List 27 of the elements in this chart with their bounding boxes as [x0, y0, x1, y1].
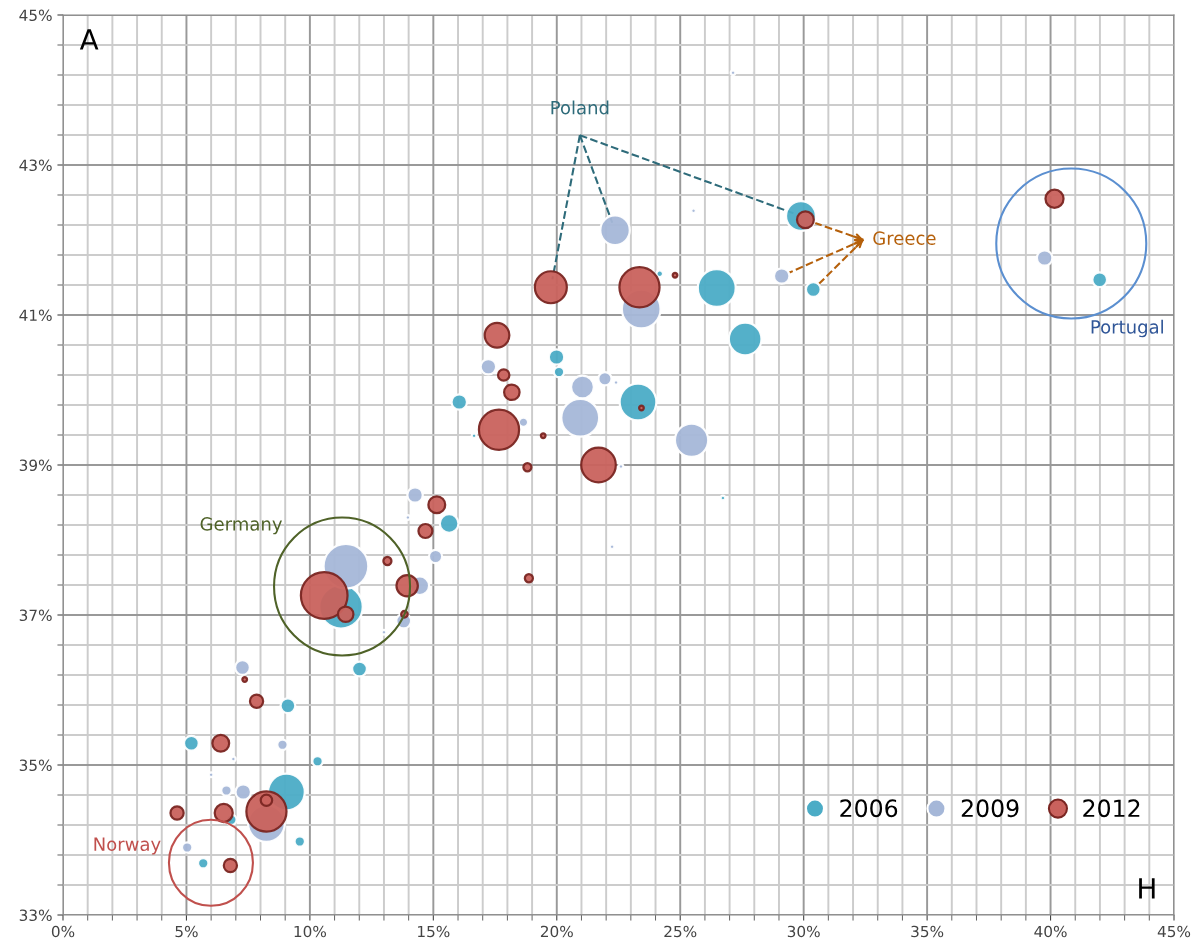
legend-label: 2006: [840, 799, 898, 818]
x-tick-label: 10%: [294, 925, 327, 938]
y-tick-label: 41%: [19, 309, 52, 322]
x-tick-label: 45%: [1157, 925, 1191, 938]
x-tick-label: 0%: [51, 925, 75, 938]
legend-label: 2012: [1083, 799, 1140, 818]
y-tick-label: 37%: [19, 609, 52, 622]
y-tick-label: 45%: [19, 9, 52, 22]
annotation: Portugal: [1091, 319, 1163, 338]
y-tick-label: 35%: [19, 759, 52, 772]
x-tick-label: 5%: [175, 925, 198, 938]
y-tick-label: 33%: [19, 909, 52, 922]
x-tick-label: 20%: [540, 925, 573, 938]
x-tick-label: 40%: [1034, 925, 1067, 938]
legend-label: 2009: [961, 799, 1019, 818]
annotation: Poland: [551, 100, 609, 115]
x-tick-label: 25%: [664, 925, 697, 938]
x-tick-label: 30%: [787, 925, 820, 938]
y-tick-label: 43%: [19, 159, 52, 172]
x-tick-label: 35%: [911, 925, 944, 938]
annotation: Greece: [873, 231, 936, 245]
annotation: Germany: [200, 517, 282, 535]
annotation: Norway: [94, 837, 161, 855]
y-tick-label: 39%: [19, 459, 52, 472]
x-tick-label: 15%: [418, 925, 450, 938]
annotation: H: [1139, 878, 1155, 899]
annotation: A: [79, 29, 99, 50]
